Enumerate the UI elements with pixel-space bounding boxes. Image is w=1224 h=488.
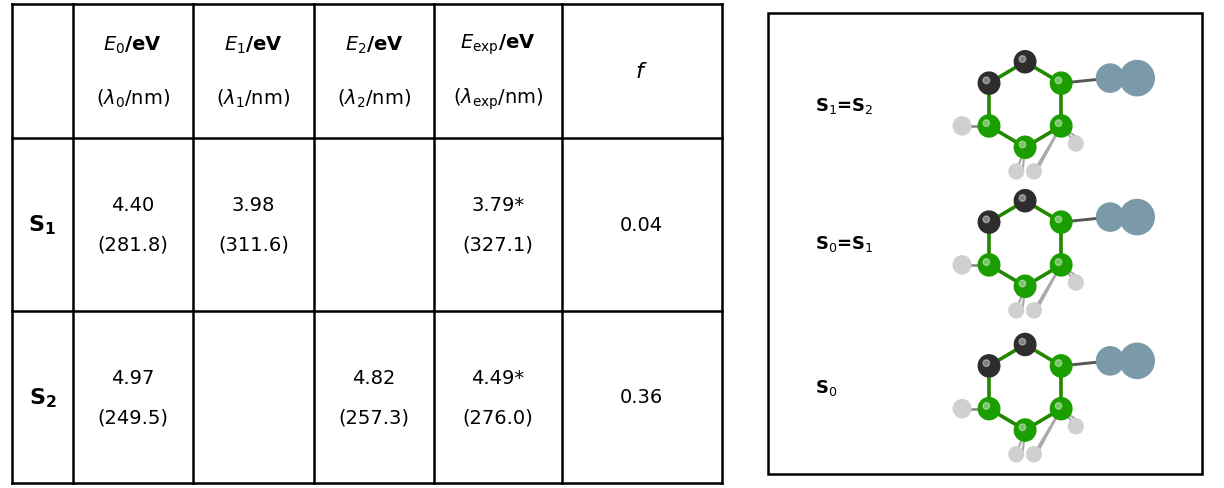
- Circle shape: [978, 355, 1000, 377]
- Text: $\mathit{E}_2$/eV: $\mathit{E}_2$/eV: [344, 35, 404, 56]
- Text: 4.97: 4.97: [111, 368, 154, 386]
- Circle shape: [1015, 334, 1036, 356]
- Circle shape: [983, 360, 989, 366]
- Text: $\mathit{E}_0$/eV: $\mathit{E}_0$/eV: [103, 35, 163, 56]
- Text: ($\lambda_2$/nm): ($\lambda_2$/nm): [337, 87, 411, 110]
- Text: (276.0): (276.0): [463, 407, 534, 427]
- Circle shape: [983, 403, 989, 409]
- Circle shape: [1009, 303, 1023, 318]
- Text: 4.82: 4.82: [353, 368, 395, 386]
- Circle shape: [1097, 65, 1124, 93]
- Circle shape: [953, 118, 971, 136]
- Circle shape: [1055, 78, 1061, 84]
- Circle shape: [978, 116, 1000, 138]
- Text: $\mathbf{S_2}$: $\mathbf{S_2}$: [28, 385, 56, 409]
- Circle shape: [1027, 164, 1042, 180]
- Circle shape: [1055, 360, 1061, 366]
- Text: 4.40: 4.40: [111, 196, 154, 215]
- Circle shape: [1009, 447, 1023, 462]
- Circle shape: [1055, 403, 1061, 409]
- Circle shape: [978, 254, 1000, 276]
- Text: ($\lambda_0$/nm): ($\lambda_0$/nm): [95, 87, 170, 110]
- Circle shape: [983, 217, 989, 223]
- Text: 0.04: 0.04: [621, 215, 663, 234]
- Circle shape: [1055, 121, 1061, 127]
- Circle shape: [1055, 259, 1061, 266]
- Circle shape: [1120, 344, 1154, 379]
- Circle shape: [978, 398, 1000, 420]
- Text: ($\lambda_\mathrm{exp}$/nm): ($\lambda_\mathrm{exp}$/nm): [453, 86, 543, 111]
- Circle shape: [1069, 419, 1083, 434]
- Circle shape: [1009, 164, 1023, 180]
- Circle shape: [1055, 217, 1061, 223]
- Circle shape: [1020, 195, 1026, 202]
- Text: (311.6): (311.6): [218, 235, 289, 254]
- Text: (257.3): (257.3): [339, 407, 410, 427]
- Circle shape: [953, 256, 971, 274]
- Circle shape: [1020, 57, 1026, 63]
- Text: S$_0$=S$_1$: S$_0$=S$_1$: [815, 234, 874, 254]
- Text: (281.8): (281.8): [98, 235, 168, 254]
- Text: S$_1$=S$_2$: S$_1$=S$_2$: [815, 95, 874, 115]
- Circle shape: [1069, 137, 1083, 152]
- Text: $\mathbf{S_1}$: $\mathbf{S_1}$: [28, 213, 56, 237]
- Circle shape: [1050, 73, 1072, 95]
- Circle shape: [1015, 52, 1036, 74]
- Circle shape: [1020, 339, 1026, 346]
- Text: 4.49*: 4.49*: [471, 368, 525, 386]
- Circle shape: [1097, 347, 1124, 375]
- Text: 3.79*: 3.79*: [471, 196, 525, 215]
- Circle shape: [1020, 142, 1026, 148]
- Circle shape: [1069, 275, 1083, 290]
- Circle shape: [1027, 447, 1042, 462]
- Text: 3.98: 3.98: [231, 196, 275, 215]
- Text: $\mathit{E}_\mathrm{exp}$/eV: $\mathit{E}_\mathrm{exp}$/eV: [460, 33, 536, 57]
- Text: 0.36: 0.36: [621, 387, 663, 407]
- Circle shape: [1015, 276, 1036, 298]
- Circle shape: [953, 400, 971, 418]
- Circle shape: [1015, 137, 1036, 159]
- Circle shape: [978, 212, 1000, 234]
- Circle shape: [1015, 419, 1036, 441]
- Circle shape: [983, 121, 989, 127]
- Circle shape: [1027, 303, 1042, 318]
- Text: S$_0$: S$_0$: [815, 378, 837, 397]
- Circle shape: [1120, 200, 1154, 235]
- Text: (249.5): (249.5): [98, 407, 169, 427]
- Text: $\mathit{E}_1$/eV: $\mathit{E}_1$/eV: [224, 35, 283, 56]
- Circle shape: [1050, 116, 1072, 138]
- Circle shape: [1120, 61, 1154, 97]
- Text: (327.1): (327.1): [463, 235, 534, 254]
- Circle shape: [1020, 281, 1026, 287]
- Circle shape: [1050, 355, 1072, 377]
- Circle shape: [1050, 254, 1072, 276]
- Text: ($\lambda_1$/nm): ($\lambda_1$/nm): [217, 87, 290, 110]
- Circle shape: [1050, 212, 1072, 234]
- Circle shape: [983, 259, 989, 266]
- Circle shape: [1050, 398, 1072, 420]
- Circle shape: [1020, 424, 1026, 431]
- Circle shape: [978, 73, 1000, 95]
- Circle shape: [1015, 190, 1036, 212]
- Text: $\mathit{f}$: $\mathit{f}$: [635, 62, 647, 82]
- Circle shape: [983, 78, 989, 84]
- Circle shape: [1097, 203, 1124, 232]
